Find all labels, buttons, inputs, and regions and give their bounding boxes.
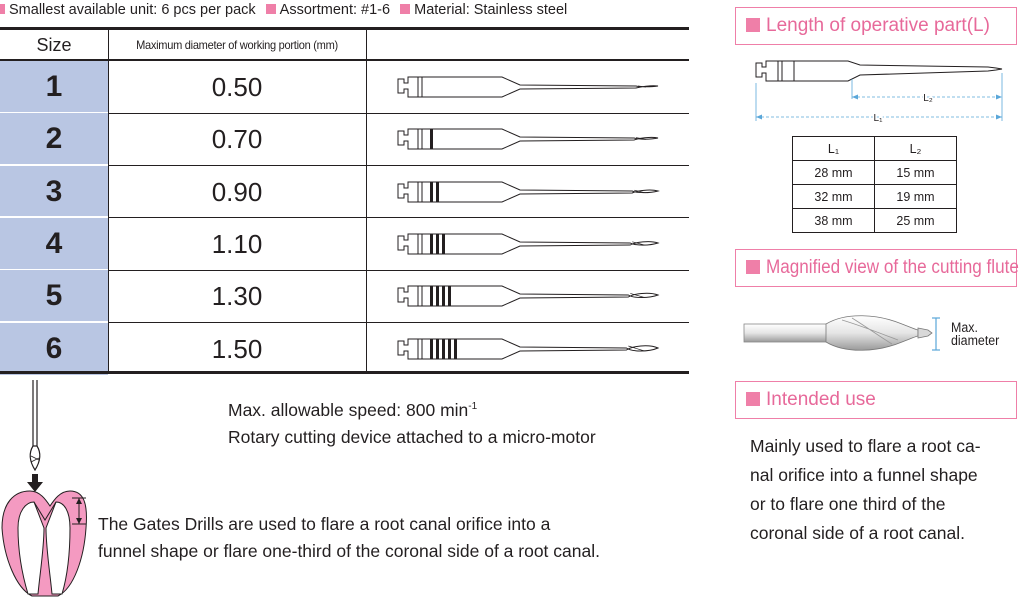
depth-marker bbox=[72, 497, 86, 525]
table-bottom-rule bbox=[0, 371, 689, 374]
table-row: 4 1.10 bbox=[0, 217, 689, 270]
row-divider bbox=[0, 269, 689, 271]
length-table-header: L₁ L₂ bbox=[792, 136, 957, 161]
gates-drill-icon bbox=[397, 338, 660, 359]
pack-info: Smallest available unit: 6 pcs per pack bbox=[0, 0, 256, 20]
table-row: 1 0.50 bbox=[0, 61, 689, 113]
table-row: 3 0.90 bbox=[0, 165, 689, 218]
assortment-info: Assortment: #1-6 bbox=[265, 0, 390, 20]
size-cell: 1 bbox=[0, 61, 108, 113]
usage-description: The Gates Drills are used to flare a roo… bbox=[98, 514, 600, 561]
l1-label: L₁ bbox=[874, 113, 884, 124]
l1-header: L₁ bbox=[792, 136, 875, 161]
table-row: 6 1.50 bbox=[0, 322, 689, 375]
flute-section-title: Magnified view of the cutting flute bbox=[735, 249, 1019, 287]
row-divider bbox=[0, 165, 689, 167]
size-row-gap bbox=[0, 111, 108, 114]
size-cell: 4 bbox=[0, 217, 108, 270]
tooth-cross-section bbox=[1, 490, 87, 597]
arrow-down-icon bbox=[27, 474, 43, 492]
gates-drill-vertical-icon bbox=[29, 380, 41, 472]
size-row-gap bbox=[0, 321, 108, 323]
table-row: 38 mm 25 mm bbox=[792, 208, 957, 233]
product-info-line: Smallest available unit: 6 pcs per pack … bbox=[0, 0, 720, 22]
pink-square-icon bbox=[746, 18, 760, 32]
gates-drill-icon bbox=[397, 128, 659, 150]
table-header-rule bbox=[0, 59, 689, 61]
table-row: 2 0.70 bbox=[0, 113, 689, 166]
length-section-title: Length of operative part(L) bbox=[735, 7, 1017, 45]
l2-header: L₂ bbox=[874, 136, 957, 161]
row-divider bbox=[0, 322, 689, 323]
gates-drill-icon bbox=[397, 233, 660, 255]
pink-square-icon bbox=[265, 4, 276, 14]
size-cell: 3 bbox=[0, 165, 108, 218]
size-cell: 6 bbox=[0, 322, 108, 375]
gates-drill-icon bbox=[397, 285, 660, 307]
cutting-flute-diagram bbox=[743, 315, 940, 351]
row-divider bbox=[0, 112, 689, 114]
size-cell: 5 bbox=[0, 270, 108, 323]
drill-side-view-icon bbox=[755, 60, 1003, 82]
column-divider bbox=[366, 30, 367, 372]
l2-label: L₂ bbox=[923, 93, 933, 104]
gates-drill-icon bbox=[397, 76, 659, 98]
diameter-cell: 0.90 bbox=[211, 176, 263, 207]
device-line: Rotary cutting device attached to a micr… bbox=[228, 426, 596, 447]
gates-drill-icon bbox=[397, 181, 660, 203]
diameter-cell: 1.30 bbox=[211, 281, 263, 312]
length-drill-diagram: L₂ L₁ bbox=[755, 60, 1003, 126]
table-row: 28 mm 15 mm bbox=[792, 160, 957, 185]
size-row-gap bbox=[0, 268, 108, 271]
size-column-header: Size bbox=[36, 35, 72, 55]
intended-use-text: Mainly used to flare a root ca- nal orif… bbox=[750, 436, 981, 543]
intended-use-title: Intended use bbox=[735, 381, 1017, 419]
tooth-illustration bbox=[1, 380, 87, 597]
speed-info: Max. allowable speed: 800 min-1 Rotary c… bbox=[228, 393, 698, 451]
column-divider bbox=[108, 30, 109, 372]
table-row: 5 1.30 bbox=[0, 270, 689, 323]
diameter-cell: 0.70 bbox=[211, 124, 263, 155]
size-cell: 2 bbox=[0, 113, 108, 166]
pink-square-icon bbox=[746, 392, 760, 406]
size-row-gap bbox=[0, 216, 108, 219]
diameter-cell: 1.10 bbox=[211, 228, 263, 259]
size-row-gap bbox=[0, 164, 108, 167]
pink-square-icon bbox=[400, 4, 411, 14]
material-info: Material: Stainless steel bbox=[400, 0, 567, 20]
table-row: 32 mm 19 mm bbox=[792, 184, 957, 209]
length-table: L₁ L₂ 28 mm 15 mm 32 mm 19 mm 38 mm 25 m… bbox=[792, 136, 957, 233]
row-divider bbox=[0, 217, 689, 219]
pink-square-icon bbox=[746, 260, 760, 274]
diameter-cell: 1.50 bbox=[211, 333, 263, 364]
max-diameter-label: Max. diameter bbox=[951, 320, 1000, 348]
max-diameter-column-header: Maximum diameter of working portion (mm) bbox=[136, 38, 338, 52]
table-top-rule bbox=[0, 27, 689, 30]
speed-line: Max. allowable speed: 800 min-1 bbox=[228, 399, 478, 420]
pink-square-icon bbox=[0, 4, 5, 14]
diameter-cell: 0.50 bbox=[211, 72, 263, 102]
